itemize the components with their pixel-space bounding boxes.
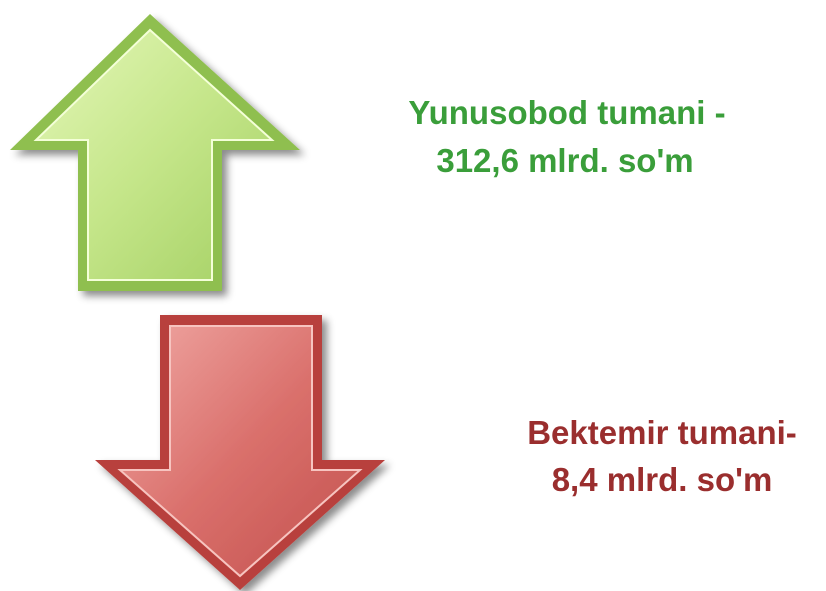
up-arrow	[10, 14, 300, 291]
label-line: Bektemir tumani-	[527, 414, 797, 451]
label-line: Yunusobod tumani -	[408, 94, 725, 131]
value-line: 312,6 mlrd. so'm	[436, 142, 693, 179]
value-line: 8,4 mlrd. so'm	[552, 461, 773, 498]
down-arrow	[95, 315, 385, 590]
